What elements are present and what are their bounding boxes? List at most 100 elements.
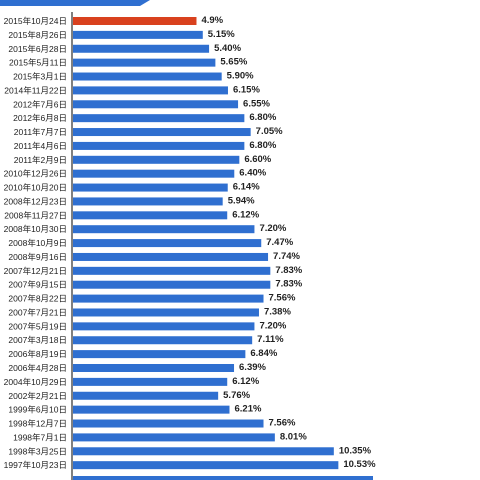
bar: [73, 225, 255, 234]
value-label: 5.94%: [228, 195, 255, 206]
category-label: 2007年9月15日: [8, 280, 67, 290]
bar: [73, 350, 246, 359]
category-label: 1999年6月10日: [8, 405, 67, 415]
bar: [73, 100, 239, 109]
category-label: 2015年5月11日: [9, 58, 67, 68]
bar: [73, 364, 235, 372]
value-label: 7.74%: [273, 251, 300, 262]
bar: [73, 239, 262, 248]
value-label: 7.20%: [259, 223, 286, 234]
value-label: 6.12%: [232, 376, 259, 387]
category-label: 2002年2月21日: [8, 391, 67, 401]
value-label: 6.12%: [232, 209, 259, 220]
value-label: 7.11%: [257, 334, 284, 345]
bar: [73, 433, 275, 442]
category-label: 1998年12月7日: [8, 419, 67, 429]
category-label: 2007年3月18日: [8, 335, 67, 345]
bar: [73, 266, 271, 275]
category-label: 2007年7月21日: [8, 307, 67, 317]
value-label: 8.01%: [280, 431, 307, 442]
category-label: 2007年5月19日: [8, 321, 67, 331]
bar: [73, 280, 271, 289]
header-banner: [0, 0, 150, 6]
bar-partial: [73, 476, 373, 480]
bar: [73, 30, 203, 39]
value-label: 6.15%: [233, 84, 260, 95]
bar: [73, 44, 210, 53]
value-label: 5.40%: [214, 43, 241, 54]
bar: [73, 419, 264, 428]
value-label: 7.56%: [269, 418, 296, 429]
bar: [73, 405, 230, 414]
value-label: 7.05%: [256, 126, 283, 137]
value-label: 10.35%: [339, 445, 372, 456]
category-label: 2010年12月26日: [4, 169, 67, 179]
category-label: 2014年11月22日: [4, 85, 67, 95]
value-label: 6.14%: [233, 182, 260, 193]
category-label: 2015年10月24日: [4, 16, 67, 26]
bar: [73, 169, 235, 178]
bar: [73, 17, 197, 25]
value-label: 6.80%: [249, 140, 276, 151]
value-label: 5.65%: [220, 57, 247, 68]
value-label: 7.83%: [275, 265, 302, 276]
bar: [73, 58, 216, 67]
category-label: 2015年8月26日: [8, 30, 67, 40]
category-label: 2015年6月28日: [8, 44, 67, 54]
category-label: 2012年7月6日: [13, 99, 67, 109]
bar: [73, 211, 228, 220]
category-label: 2006年4月28日: [8, 363, 67, 373]
bar: [73, 141, 245, 150]
category-label: 2008年12月23日: [4, 196, 67, 206]
value-label: 6.21%: [234, 404, 261, 415]
category-label: 1998年3月25日: [8, 446, 67, 456]
category-label: 2008年11月27日: [4, 210, 67, 220]
category-label: 2011年4月6日: [14, 141, 67, 151]
category-label: 2008年9月16日: [8, 252, 67, 262]
category-label: 2008年10月9日: [8, 238, 67, 248]
bar: [73, 86, 228, 95]
value-label: 7.56%: [269, 293, 296, 304]
category-label: 2004年10月29日: [4, 377, 67, 387]
category-label: 1997年10月23日: [4, 460, 67, 470]
category-label: 2010年10月20日: [4, 183, 67, 193]
bar: [73, 377, 228, 386]
bar: [73, 322, 255, 331]
bar: [73, 197, 223, 206]
bar: [73, 336, 253, 345]
value-label: 7.47%: [266, 237, 293, 248]
category-label: 2007年12月21日: [4, 266, 67, 276]
bar: [73, 183, 228, 192]
value-label: 6.55%: [243, 98, 270, 109]
value-label: 7.38%: [264, 306, 291, 317]
value-label: 6.60%: [244, 154, 271, 165]
category-label: 2011年2月9日: [14, 155, 67, 165]
bar: [73, 155, 240, 164]
bar: [73, 308, 259, 317]
category-label: 2006年8月19日: [8, 349, 67, 359]
bar: [73, 391, 219, 400]
value-label: 6.80%: [249, 112, 276, 123]
value-label: 6.39%: [239, 362, 266, 373]
category-label: 2007年8月22日: [8, 294, 67, 304]
bar: [73, 461, 339, 470]
category-label: 2008年10月30日: [4, 224, 67, 234]
value-label: 5.15%: [208, 29, 235, 40]
value-label: 7.83%: [275, 279, 302, 290]
value-label: 5.76%: [223, 390, 250, 401]
category-label: 2012年6月8日: [13, 113, 67, 123]
bar: [73, 72, 222, 81]
category-label: 2011年7月7日: [14, 127, 67, 137]
value-label: 7.20%: [259, 320, 286, 331]
bar: [73, 114, 245, 123]
bar: [73, 128, 251, 137]
bar: [73, 294, 264, 303]
value-label: 4.9%: [201, 15, 223, 26]
value-label: 6.40%: [239, 168, 266, 179]
bar: [73, 252, 269, 261]
category-label: 1998年7月1日: [13, 432, 67, 442]
value-label: 6.84%: [250, 348, 277, 359]
bar: [73, 447, 334, 456]
category-label: 2015年3月1日: [13, 72, 67, 82]
